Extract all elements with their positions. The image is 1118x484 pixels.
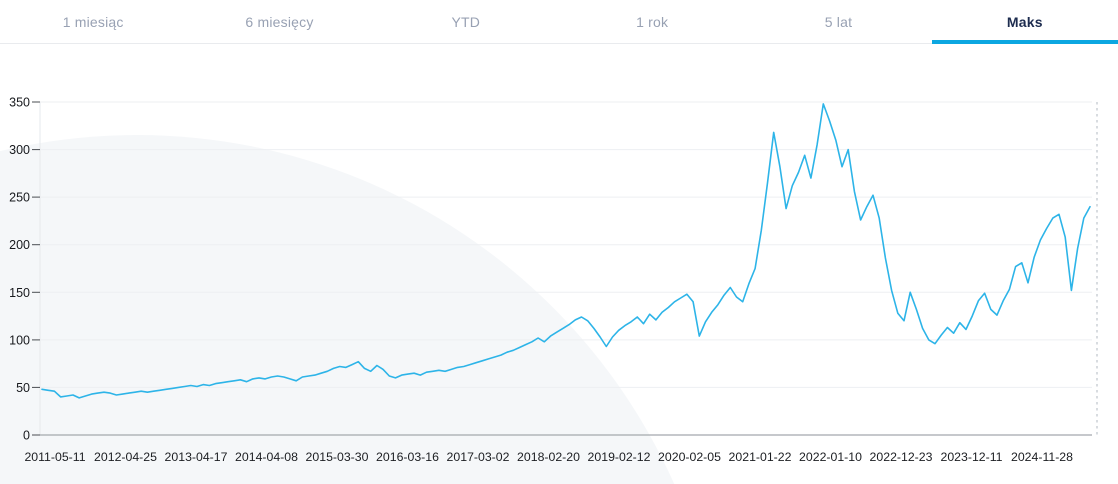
price-line [41,103,1091,399]
tab-label: 6 miesięcy [245,13,314,30]
tab-1-year[interactable]: 1 rok [559,0,745,43]
x-axis-label: 2017-03-02 [447,450,510,464]
y-axis-label: 350 [9,96,30,110]
x-axis-label: 2021-01-22 [729,450,792,464]
y-axis-label: 150 [9,286,30,300]
tab-label: 5 lat [824,13,853,30]
y-axis-label: 0 [23,429,30,443]
x-axis-label: 2016-03-16 [376,450,439,464]
tab-1-month[interactable]: 1 miesiąc [0,0,186,43]
x-axis-label: 2020-02-05 [658,450,721,464]
y-axis-label: 250 [9,191,30,205]
tab-6-months[interactable]: 6 miesięcy [186,0,372,43]
background-watermark-circle [0,135,675,484]
y-axis-label: 300 [9,143,30,157]
tab-ytd[interactable]: YTD [373,0,559,43]
x-axis-label: 2014-04-08 [235,450,298,464]
tab-label: YTD [451,13,481,30]
x-axis-label: 2022-01-10 [799,450,862,464]
x-axis-label: 2012-04-25 [94,450,157,464]
y-axis-label: 200 [9,238,30,252]
x-axis-label: 2023-12-11 [941,450,1003,464]
tab-max[interactable]: Maks [931,0,1118,44]
x-axis-label: 2015-03-30 [306,450,369,464]
y-axis-label: 100 [9,333,30,347]
x-axis-label: 2024-11-28 [1011,450,1073,464]
tab-label: Maks [1006,13,1043,30]
tab-5-years[interactable]: 5 lat [745,0,931,43]
tab-label: 1 rok [636,13,669,30]
x-axis-label: 2011-05-11 [24,450,85,464]
time-range-tabbar: 1 miesiąc 6 miesięcy YTD 1 rok 5 lat Mak… [0,0,1118,44]
active-tab-indicator [931,40,1118,44]
x-axis-label: 2018-02-20 [517,450,580,464]
x-axis-label: 2019-02-12 [588,450,651,464]
x-axis-label: 2013-04-17 [165,450,228,464]
x-axis-label: 2022-12-23 [870,450,933,464]
y-axis-label: 50 [16,381,30,395]
tab-label: 1 miesiąc [62,13,124,30]
